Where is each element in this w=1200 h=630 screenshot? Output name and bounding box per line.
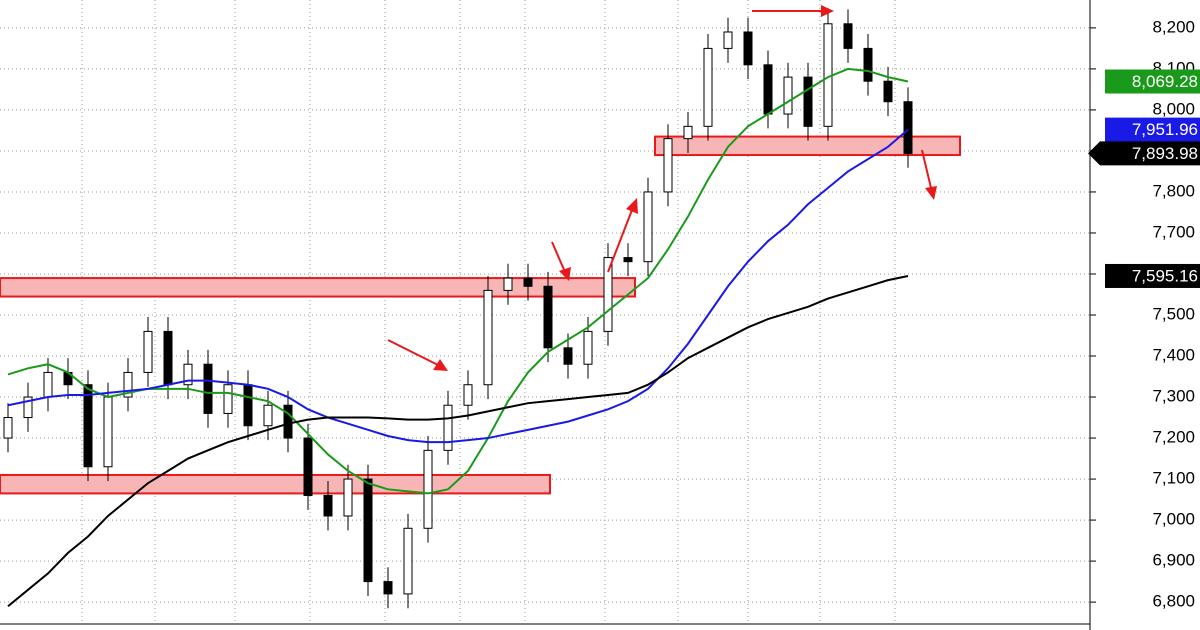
candle-body [683,125,693,140]
price-tag [1088,141,1200,166]
price-tag-label: 7,893.98 [1132,144,1198,163]
candle-body [703,47,713,127]
moving-average-line [7,274,909,607]
candle-body [343,478,353,517]
candle-body [643,191,653,263]
price-tag [1105,263,1200,288]
y-tick-label: 6,900 [1152,551,1195,570]
candle-body [83,384,93,468]
y-tick-label: 7,800 [1152,181,1195,200]
candle-body [583,330,593,365]
arrow-head [433,359,448,371]
candle-body [843,23,853,49]
arrow-head [821,5,834,17]
arrow-head [925,186,937,200]
candle-body [223,384,233,414]
support-zone [0,277,636,298]
candle-body [603,257,613,332]
arrow-head [559,267,571,281]
price-tag-label: 8,069.28 [1132,72,1198,91]
candle-body [663,138,673,193]
annotations [387,5,937,371]
candle-body [443,404,453,451]
candle-body [803,76,813,127]
candle-body [163,330,173,386]
y-tick-label: 7,200 [1152,428,1195,447]
candle-body [3,417,13,439]
candle-body [523,277,533,287]
candle-body [103,396,113,468]
y-tick-label: 7,400 [1152,346,1195,365]
y-tick-label: 8,000 [1152,99,1195,118]
candle-body [723,31,733,49]
candle-body [183,363,193,386]
y-tick-label: 7,500 [1152,304,1195,323]
arrow [607,209,633,273]
moving-average-line [7,128,909,444]
y-tick-label: 7,700 [1152,222,1195,241]
candle-body [883,80,893,103]
candle-body [483,289,493,386]
candle-body [423,449,433,529]
arrow [551,241,566,273]
candle-body [463,384,473,406]
candle-body [543,285,553,349]
candle-body [563,347,573,365]
candle-body [243,384,253,427]
candle-body [203,363,213,414]
arrow-head [626,198,638,214]
price-tag-label: 7,951.96 [1132,120,1198,139]
candle-body [863,47,873,82]
candle-body [143,330,153,373]
y-tick-label: 6,800 [1152,592,1195,611]
candle-body [763,64,773,115]
candle-body [903,101,913,154]
candle-body [23,396,33,419]
y-axis: 6,800 6,900 7,000 7,100 7,200 7,300 7,400 7,500… [1088,17,1200,611]
candle-body [43,371,53,398]
y-tick-label: 7,000 [1152,510,1195,529]
price-tag-label: 7,595.16 [1132,266,1198,285]
candle-body [623,257,633,263]
y-tick-label: 7,300 [1152,387,1195,406]
candle-body [403,527,413,595]
candle-body [743,31,753,66]
candle-body [363,478,373,583]
y-tick-label: 8,200 [1152,17,1195,36]
candle-body [323,494,333,517]
candle-body [503,277,513,291]
moving-average-line [7,67,909,495]
price-tag [1105,117,1200,142]
price-tag [1105,69,1200,94]
candle-body [123,371,133,398]
plot-area [0,9,1090,609]
arrow [921,149,932,189]
candle-body [783,76,793,115]
candle-body [283,404,293,439]
candle-body [263,404,273,427]
y-tick-label: 7,100 [1152,469,1195,488]
support-zone [0,473,551,495]
candle-body [383,581,393,595]
arrow [387,339,441,367]
candle-body [303,437,313,496]
